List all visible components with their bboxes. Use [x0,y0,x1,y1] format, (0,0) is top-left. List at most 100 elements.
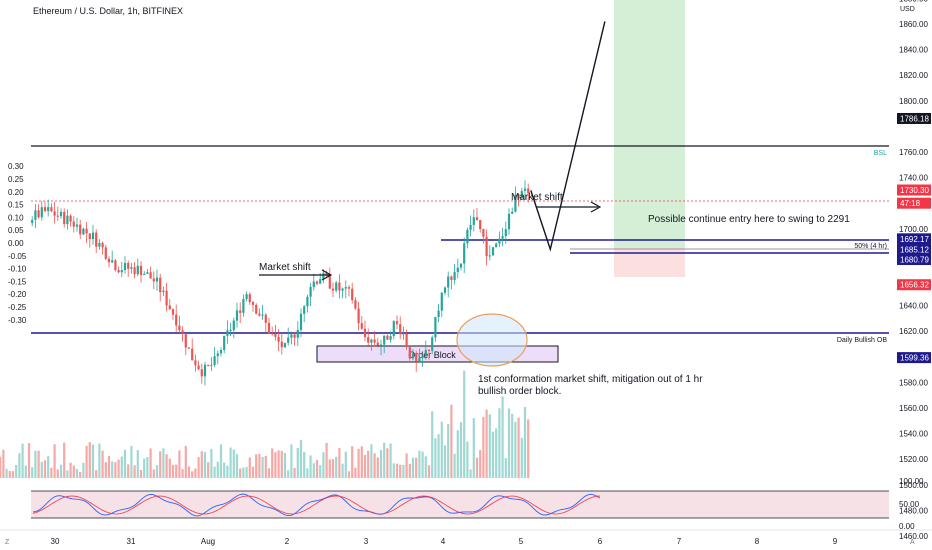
candle-body-123 [213,356,216,365]
candle-body-176 [383,335,386,345]
candle-body-144 [280,341,283,348]
price-tick-15: 1500.00 [899,481,928,490]
time-axis[interactable]: 30 31 Aug 2 3 4 5 6 7 8 9 [51,537,838,546]
volume-bar-82 [82,462,85,478]
volume-bar-164 [344,451,347,478]
volume-bar-205 [475,457,479,478]
candle-body-150 [299,313,303,330]
time-tick-3: 2 [285,537,290,546]
price-tick-6: 1760.00 [899,148,928,157]
volume-bar-211 [495,428,498,478]
candle-body-156 [319,279,322,284]
candle-body-138 [261,314,264,316]
volume-bar-196 [447,424,450,478]
candle-body-132 [242,299,245,313]
oscillator-lines [32,493,601,517]
volume-bar-199 [456,430,459,478]
candle-body-206 [479,219,482,230]
candle-body-130 [235,310,239,321]
candle-body-201 [463,243,466,264]
volume-bar-218 [517,417,520,478]
candle-body-180 [395,321,399,325]
price-tick-11: 1580.00 [899,378,928,387]
candle-body-148 [293,334,296,338]
bsl-label: BSL [874,150,887,157]
volume-bars [0,370,530,478]
candle-body-171 [367,337,370,343]
volume-bar-178 [389,443,392,478]
volume-bar-144 [280,450,283,478]
volume-bar-86 [95,470,98,478]
volume-bar-139 [264,456,267,478]
volume-bar-195 [443,445,447,478]
zoom-icon[interactable]: Z [5,539,10,546]
candle-body-186 [415,353,418,362]
volume-bar-219 [520,437,523,478]
daily-ob-label: Daily Bullish OB [837,337,888,344]
price-tick-1: 1880.00 [899,0,928,3]
candle-body-134 [248,294,251,303]
price-badge-text-2: 47:18 [900,199,921,208]
candle-body-199 [456,267,459,273]
candle-body-75 [59,211,63,217]
confirmation-note-line1: 1st conformation market shift, mitigatio… [478,374,703,385]
volume-bar-109 [168,458,171,478]
candle-body-56 [0,212,1,218]
volume-bar-81 [79,471,82,478]
candle-body-81 [79,224,82,235]
price-tick-7: 1740.00 [899,174,928,183]
volume-bar-137 [258,453,261,478]
volume-bar-179 [392,463,395,478]
volume-bar-171 [367,450,370,478]
volume-bar-125 [219,444,223,478]
volume-bar-102 [146,457,149,478]
candle-body-181 [399,324,402,335]
price-tick-12: 1560.00 [899,404,928,413]
volume-bar-173 [373,453,376,478]
candle-body-164 [344,287,347,289]
time-tick-2: Aug [201,537,215,546]
volume-bar-114 [184,445,187,478]
left-tick-9: -0.15 [8,277,27,286]
volume-bar-166 [351,446,354,478]
candle-body-153 [309,286,312,297]
projection-path[interactable] [530,21,606,252]
time-tick-4: 3 [364,537,369,546]
candle-body-193 [437,310,440,317]
price-badge-6 [897,279,931,291]
price-axis[interactable]: USD1900.001880.001860.001840.001820.0018… [899,0,928,541]
candle-body-166 [351,288,354,301]
volume-bar-89 [104,462,107,478]
volume-bar-64 [24,465,27,478]
candle-body-74 [56,215,59,217]
volume-bar-143 [277,450,280,478]
volume-bar-181 [399,464,402,478]
volume-bar-59 [8,471,11,478]
left-tick-10: -0.20 [8,290,27,299]
candle-body-196 [447,276,450,288]
candle-body-119 [200,369,203,377]
candle-body-220 [523,188,527,191]
volume-bar-167 [354,467,357,478]
osc-tick-2: 0.00 [899,522,915,531]
mitigation-circle[interactable] [456,313,528,367]
volume-bar-203 [469,469,472,478]
price-badge-3 [897,233,931,245]
volume-bar-95 [123,449,127,478]
candle-body-205 [475,217,479,220]
volume-bar-129 [232,449,235,478]
volume-bar-72 [50,467,53,478]
candle-body-214 [504,229,507,237]
volume-bar-88 [101,450,104,478]
auto-scale-icon[interactable]: A [910,539,915,546]
time-tick-8: 7 [677,537,682,546]
volume-bar-148 [293,467,296,478]
volume-bar-151 [303,451,306,478]
volume-bar-202 [466,441,469,478]
candle-body-80 [75,224,79,227]
left-tick-7: -0.05 [8,252,27,261]
volume-bar-71 [47,456,50,478]
candle-body-104 [152,278,155,282]
price-badge-1 [897,184,931,196]
